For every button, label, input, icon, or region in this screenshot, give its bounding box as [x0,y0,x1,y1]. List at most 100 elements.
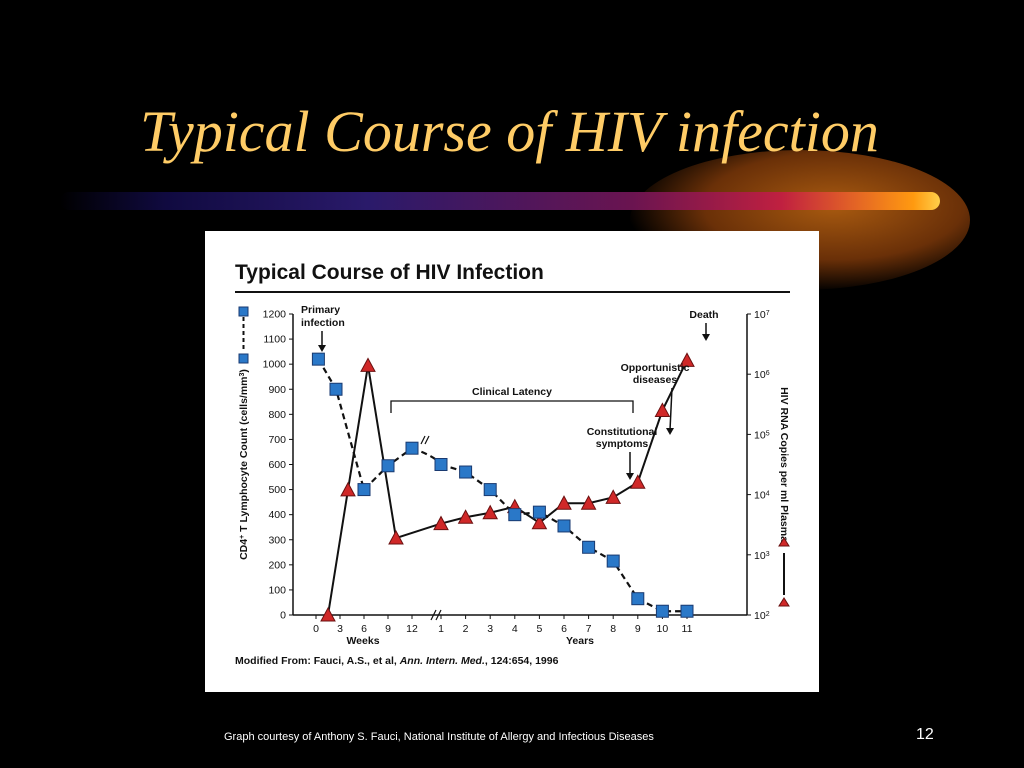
annotation-primary-infection: infection [301,317,345,329]
cd4-point [532,505,546,519]
right-legend-triangle-icon [778,537,790,547]
citation-suffix: , 124:654, 1996 [485,655,559,667]
rna-point [556,495,572,510]
x-tick-label-years: 6 [561,623,567,635]
rna-point [482,504,499,520]
cd4-point [557,519,571,533]
cd4-break-mark [420,435,430,445]
rna-point [654,402,671,417]
annotation-opportunistic-diseases: diseases [633,374,678,386]
left-axis-label-sup: 3 [239,372,246,376]
right-tick-label: 104 [754,490,770,502]
cd4-point [655,604,669,618]
rna-point [679,352,695,367]
primary-infection-arrow-head [318,345,326,352]
decorative-gradient-bar [60,192,940,210]
left-tick-label: 0 [280,610,286,622]
x-tick-label-weeks: 6 [361,623,367,635]
left-tick-label: 600 [268,459,286,471]
left-axis-label-sup: + [239,535,246,539]
left-tick-label: 1200 [263,309,287,321]
opportunistic-diseases-arrow-shaft [669,387,673,431]
cd4-point [508,508,522,522]
cd4-series-line [317,358,413,492]
left-legend-square-icon [238,353,249,364]
left-tick-label: 300 [268,534,286,546]
x-tick-label-years: 10 [657,623,669,635]
left-tick-label: 1100 [263,334,286,346]
rna-point [531,514,548,530]
x-axis-break-mark [430,609,442,621]
cd4-point [483,483,497,497]
rna-point [580,495,597,510]
right-tick-label: 102 [754,610,770,622]
left-tick-label: 1000 [263,359,287,371]
right-tick-exp: 6 [766,370,770,377]
rna-point [320,606,336,622]
x-tick-label-years: 5 [536,623,542,635]
left-tick-label: 200 [268,559,286,571]
chart-title: Typical Course of HIV Infection [235,261,544,284]
rna-point [340,481,356,497]
clinical-latency-bracket [390,400,634,413]
right-legend-triangle-icon [778,597,790,607]
left-tick-label: 100 [268,584,286,596]
cd4-point [631,592,645,606]
cd4-point [311,352,325,366]
annotation-opportunistic-diseases: Opportunistic [621,362,690,374]
x-tick-label-weeks: 9 [385,623,391,635]
left-tick-label: 900 [268,384,286,396]
annotation-primary-infection: Primary [301,304,340,316]
citation-journal: Ann. Intern. Med. [399,655,485,667]
cd4-point [405,441,419,455]
series-layer [311,352,695,622]
slide-title: Typical Course of HIV infection [140,99,879,164]
annotation-constitutional-symptoms: symptoms [596,438,649,450]
x-tick-label-years: 11 [682,623,693,635]
annotation-death: Death [689,309,718,321]
cd4-point [680,604,694,618]
right-tick-label: 107 [754,309,770,321]
right-tick-exp: 5 [766,430,770,437]
x-tick-label-years: 4 [512,623,518,635]
x-tick-label-years: 9 [635,623,641,635]
rna-point [605,489,622,504]
right-tick-exp: 4 [766,490,770,497]
opportunistic-diseases-arrow-head [666,428,674,435]
left-legend-square-icon [238,306,249,317]
rna-point [360,357,376,372]
x-tick-label-years: 7 [586,623,592,635]
annotation-constitutional-symptoms: Constitutional [587,426,658,438]
hiv-course-chart: Typical Course of HIV Infection 01002003… [235,261,790,667]
x-tick-label-years: 2 [463,623,469,635]
right-tick-base: 10 [754,309,766,321]
x-tick-label-weeks: 3 [337,623,343,635]
right-tick-base: 10 [754,550,766,562]
cd4-point [381,459,395,473]
rna-point [629,474,646,489]
left-tick-label: 700 [268,434,286,446]
left-tick-label: 400 [268,509,286,521]
cd4-point [459,465,473,479]
chart-panel: Typical Course of HIV Infection 0 100 200 3… [205,231,819,692]
left-tick-label: 500 [268,484,286,496]
right-tick-label: 105 [754,429,770,441]
right-tick-label: 106 [754,369,770,381]
constitutional-symptoms-arrow-head [626,473,634,480]
cd4-point [357,483,371,497]
x-tick-label-years: 1 [438,623,444,635]
x-tick-label-weeks: 12 [406,623,418,635]
footer-credit: Graph courtesy of Anthony S. Fauci, Nati… [224,731,654,743]
left-tick-label: 800 [268,409,286,421]
right-tick-base: 10 [754,610,766,622]
left-axis-label: CD4+ T Lymphocyte Count (cells/mm3) [238,369,250,560]
x-tick-label-years: 3 [487,623,493,635]
x-tick-label-weeks: 0 [313,623,319,635]
rna-point [388,529,404,545]
cd4-series-line [440,463,687,613]
left-axis-label-part: CD4 [238,539,250,560]
axes: 0100200300400500600700800900100011001200… [238,306,790,647]
right-tick-exp: 7 [766,310,770,317]
rna-point [457,509,474,524]
